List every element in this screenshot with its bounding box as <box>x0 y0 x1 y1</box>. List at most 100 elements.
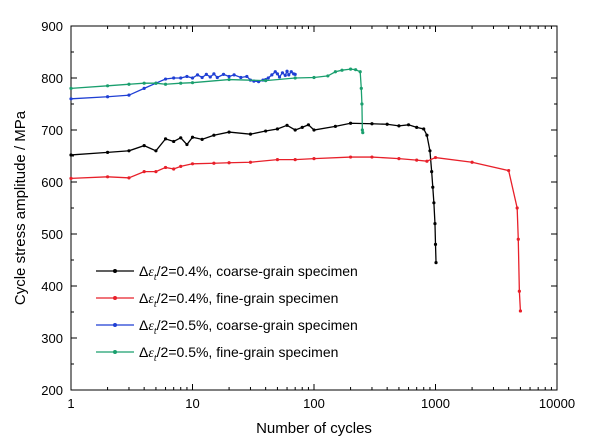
data-point <box>293 158 297 162</box>
data-point <box>430 170 434 174</box>
data-point <box>312 128 316 132</box>
x-axis-title: Number of cycles <box>256 420 372 437</box>
data-point <box>277 75 282 79</box>
legend-entry: Δεt/2=0.5%, fine-grain specimen <box>96 344 338 364</box>
data-point <box>397 157 401 161</box>
y-axis-title: Cycle stress amplitude / MPa <box>12 110 29 305</box>
data-point <box>248 132 253 136</box>
data-point <box>105 95 110 99</box>
x-tick-label: 10 <box>185 396 199 411</box>
legend-label: Δεt/2=0.5%, fine-grain specimen <box>139 344 338 364</box>
data-point <box>517 289 521 293</box>
data-point <box>283 73 287 77</box>
data-point <box>433 155 438 160</box>
data-point <box>312 157 316 161</box>
data-point <box>306 123 311 127</box>
data-point <box>370 122 374 126</box>
data-point <box>397 124 401 128</box>
y-tick-label: 800 <box>41 71 63 86</box>
data-point <box>270 73 274 77</box>
legend-label: Δεt/2=0.4%, coarse-grain specimen <box>139 263 358 283</box>
y-tick-label: 300 <box>41 331 63 346</box>
data-point <box>425 133 429 137</box>
data-point <box>415 158 419 162</box>
data-point <box>516 237 520 241</box>
data-point <box>227 130 231 134</box>
data-point <box>227 161 231 165</box>
data-point <box>406 123 411 127</box>
data-point <box>105 175 110 179</box>
data-point <box>518 309 523 313</box>
plot-frame <box>70 25 558 391</box>
data-point <box>348 121 353 125</box>
data-point <box>142 81 146 85</box>
data-point <box>142 144 146 148</box>
data-point <box>154 81 158 85</box>
legend-swatch-marker <box>113 269 117 273</box>
data-point <box>172 139 176 144</box>
x-tick-label: 10000 <box>539 396 575 411</box>
data-point <box>154 149 158 153</box>
data-point <box>69 86 73 90</box>
data-point <box>142 170 146 174</box>
y-tick-label: 500 <box>41 227 63 242</box>
data-point <box>127 176 131 180</box>
series-2 <box>69 155 523 313</box>
data-point <box>154 170 158 174</box>
data-point <box>212 72 216 76</box>
data-point <box>275 158 280 162</box>
data-point <box>507 168 511 173</box>
data-point <box>69 97 73 101</box>
data-point <box>293 76 297 80</box>
data-point <box>264 129 268 133</box>
data-point <box>239 75 243 80</box>
data-point <box>415 125 419 129</box>
data-point <box>190 135 195 139</box>
data-point <box>273 70 277 74</box>
data-point <box>340 68 344 72</box>
legend-swatch-marker <box>113 296 117 300</box>
data-point <box>293 128 297 132</box>
series-3 <box>69 69 297 101</box>
legend-swatch-marker <box>113 323 117 327</box>
legend-entry: Δεt/2=0.4%, coarse-grain specimen <box>96 263 358 283</box>
y-tick-label: 600 <box>41 175 63 190</box>
data-point <box>105 150 110 154</box>
data-point <box>354 68 358 72</box>
data-point <box>212 161 216 165</box>
data-point <box>221 72 226 76</box>
data-point <box>289 70 293 74</box>
data-point <box>285 123 289 127</box>
data-point <box>385 122 389 126</box>
data-point <box>359 86 363 90</box>
data-point <box>360 102 364 106</box>
data-point <box>361 131 365 135</box>
data-point <box>142 86 146 90</box>
data-point <box>300 125 304 129</box>
data-point <box>179 81 183 85</box>
data-point <box>425 159 429 163</box>
data-point <box>264 79 268 83</box>
data-point <box>245 74 249 79</box>
legend-label: Δεt/2=0.4%, fine-grain specimen <box>139 290 338 310</box>
data-point <box>422 127 426 131</box>
data-point <box>208 75 212 79</box>
data-point <box>179 76 183 80</box>
series-line <box>70 69 296 100</box>
legend-swatch-marker <box>113 350 117 354</box>
data-point <box>69 176 73 180</box>
data-point <box>434 261 438 265</box>
legend-entry: Δεt/2=0.5%, coarse-grain specimen <box>96 317 358 337</box>
data-point <box>428 149 432 153</box>
y-tick-label: 700 <box>41 123 63 138</box>
data-point <box>326 74 330 78</box>
data-point <box>432 201 436 205</box>
data-point <box>358 70 362 74</box>
data-point <box>227 77 231 82</box>
data-point <box>280 71 285 75</box>
data-point <box>360 128 364 132</box>
data-point <box>172 167 176 171</box>
data-point <box>348 155 353 159</box>
